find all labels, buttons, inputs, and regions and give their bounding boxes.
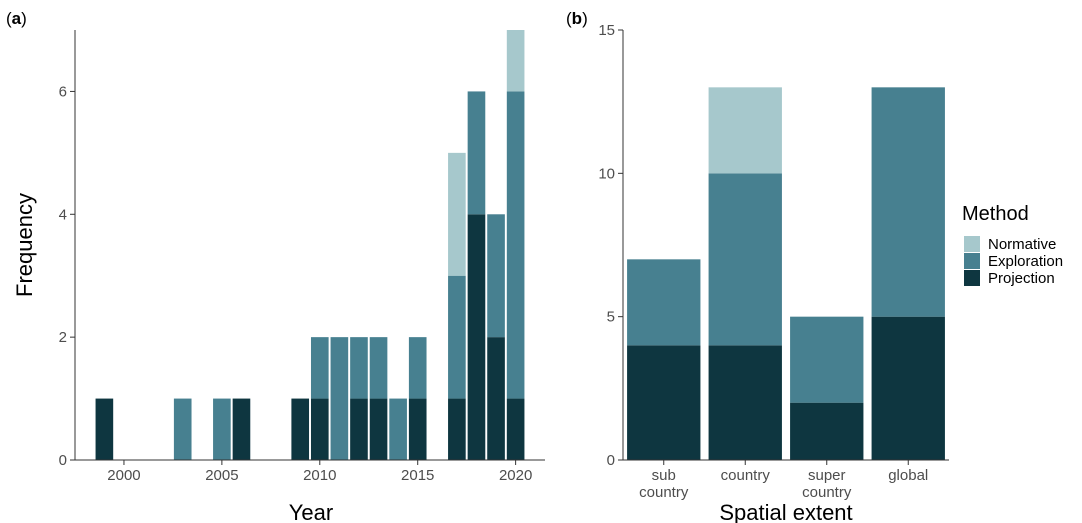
bar-b-global-exploration bbox=[872, 87, 945, 316]
bar-a-1999-projection bbox=[96, 399, 114, 460]
bar-a-2015-projection bbox=[409, 399, 427, 460]
x-tick-label-a: 2000 bbox=[107, 467, 140, 484]
bar-a-2013-projection bbox=[370, 399, 388, 460]
bar-a-2018-projection bbox=[468, 214, 486, 460]
x-tick-label-a: 2020 bbox=[499, 467, 532, 484]
bar-a-2010-projection bbox=[311, 399, 329, 460]
bar-b-country-projection bbox=[709, 345, 782, 460]
bar-b-country-exploration bbox=[709, 173, 782, 345]
x-tick-label-a: 2010 bbox=[303, 467, 336, 484]
y-tick-label-a: 0 bbox=[59, 452, 67, 469]
panel-a-label: (a) bbox=[6, 9, 27, 28]
bar-a-2019-projection bbox=[487, 337, 505, 460]
bar-a-2015-exploration bbox=[409, 337, 427, 398]
y-tick-label-a: 6 bbox=[59, 83, 67, 100]
bar-a-2003-exploration bbox=[174, 399, 192, 460]
y-tick-label-b: 10 bbox=[598, 165, 615, 182]
bar-a-2013-exploration bbox=[370, 337, 388, 398]
legend-swatch-exploration bbox=[964, 253, 980, 269]
bar-a-2017-normative bbox=[448, 153, 466, 276]
bar-a-2017-projection bbox=[448, 399, 466, 460]
bar-a-2018-exploration bbox=[468, 91, 486, 214]
x-tick-label-b: super country bbox=[802, 467, 852, 501]
bar-a-2012-exploration bbox=[350, 337, 368, 398]
legend-title: Method bbox=[962, 203, 1029, 225]
bar-a-2006-projection bbox=[233, 399, 251, 460]
bar-a-2020-projection bbox=[507, 399, 525, 460]
bar-b-super-country-exploration bbox=[790, 317, 863, 403]
y-tick-label-b: 0 bbox=[607, 452, 615, 469]
legend-label-projection: Projection bbox=[988, 270, 1055, 287]
bar-b-global-projection bbox=[872, 317, 945, 460]
legend-label-normative: Normative bbox=[988, 236, 1056, 253]
y-tick-label-a: 2 bbox=[59, 329, 67, 346]
x-tick-label-b: global bbox=[888, 467, 928, 484]
bar-b-sub-country-exploration bbox=[627, 259, 700, 345]
panel-b: (b) sub country country super country global 0… bbox=[566, 9, 949, 523]
legend-swatch-normative bbox=[964, 236, 980, 252]
panel-b-label: (b) bbox=[566, 9, 588, 28]
x-axis-title-a: Year bbox=[289, 500, 333, 523]
legend-label-exploration: Exploration bbox=[988, 253, 1063, 270]
bar-a-2010-exploration bbox=[311, 337, 329, 398]
bar-a-2012-projection bbox=[350, 399, 368, 460]
y-tick-label-b: 5 bbox=[607, 309, 615, 326]
x-tick-label-b: sub country bbox=[639, 467, 689, 501]
y-tick-label-b: 15 bbox=[598, 22, 615, 39]
legend-swatch-projection bbox=[964, 270, 980, 286]
bar-b-sub-country-projection bbox=[627, 345, 700, 460]
bar-b-country-normative bbox=[709, 87, 782, 173]
x-tick-label-b: country bbox=[721, 467, 771, 484]
bar-a-2020-normative bbox=[507, 30, 525, 91]
bar-a-2009-projection bbox=[291, 399, 309, 460]
panel-a-bars bbox=[96, 30, 525, 460]
panel-a: (a) 0 2 4 6 2000 2005 2010 2015 2020 Year Freque… bbox=[6, 9, 545, 523]
panel-b-bars bbox=[627, 87, 945, 460]
y-axis-title-a: Frequency bbox=[12, 193, 37, 297]
bar-a-2020-exploration bbox=[507, 91, 525, 398]
x-tick-label-a: 2015 bbox=[401, 467, 434, 484]
bar-a-2005-exploration bbox=[213, 399, 231, 460]
bar-a-2011-exploration bbox=[331, 337, 349, 460]
y-tick-label-a: 4 bbox=[59, 206, 67, 223]
x-tick-label-a: 2005 bbox=[205, 467, 238, 484]
bar-a-2014-exploration bbox=[389, 399, 407, 460]
x-axis-title-b: Spatial extent bbox=[719, 500, 852, 523]
bar-a-2017-exploration bbox=[448, 276, 466, 399]
bar-a-2019-exploration bbox=[487, 214, 505, 337]
bar-b-super-country-projection bbox=[790, 403, 863, 460]
